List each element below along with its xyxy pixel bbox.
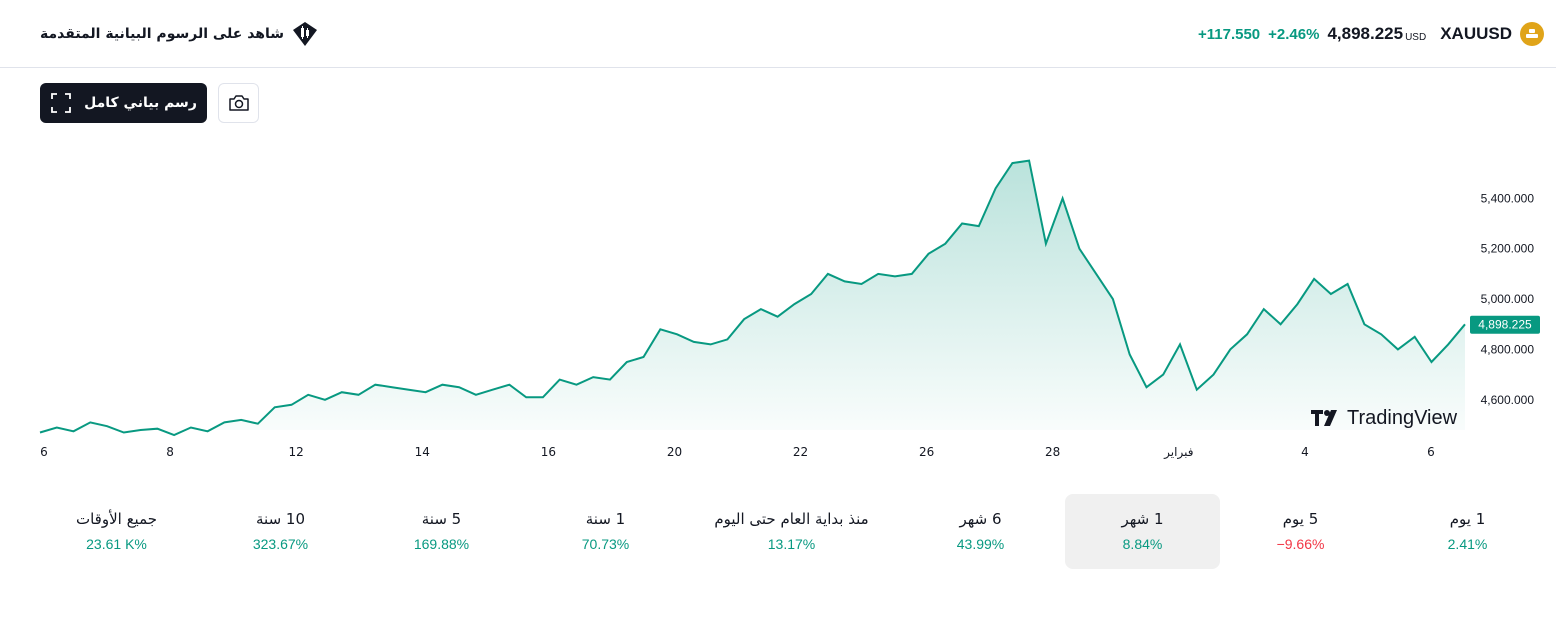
period-tab[interactable]: 1 شهر 8.84%: [1065, 494, 1220, 569]
period-label: 1 يوم: [1449, 510, 1486, 528]
period-tab[interactable]: 1 سنة 70.73%: [528, 494, 683, 569]
x-tick-label: 4: [1301, 445, 1309, 459]
period-tab[interactable]: منذ بداية العام حتى اليوم 13.17%: [714, 494, 869, 569]
x-tick-label: 8: [166, 445, 174, 459]
last-price: 4,898.225: [1327, 24, 1404, 43]
screenshot-button[interactable]: [218, 83, 259, 123]
price-area: [40, 160, 1465, 435]
price-chart[interactable]: 5,400.000 5,200.000 5,000.000 4,800.000 4,60…: [0, 130, 1556, 475]
last-price-tag: 4,898.225: [1470, 315, 1540, 334]
symbol-info: XAUUSD USD 4,898.225 +2.46% +117.550: [1198, 21, 1544, 47]
period-change: 169.88%: [413, 536, 470, 552]
x-tick-label: 14: [415, 445, 430, 459]
period-tab[interactable]: 5 سنة 169.88%: [364, 494, 519, 569]
period-label: 5 سنة: [421, 510, 462, 528]
tradingview-watermark: TradingView: [1347, 407, 1458, 429]
period-tab[interactable]: 5 يوم −9.66%: [1223, 494, 1378, 569]
period-change: −9.66%: [1276, 536, 1325, 552]
y-tick-label: 4,800.000: [1481, 342, 1535, 356]
period-label: منذ بداية العام حتى اليوم: [714, 510, 869, 528]
fullscreen-icon: [51, 93, 72, 113]
x-tick-label: 16: [541, 445, 556, 459]
period-change: 70.73%: [581, 536, 630, 552]
period-label: 1 سنة: [585, 510, 626, 528]
x-tick-label: 6: [1427, 445, 1435, 459]
y-tick-label: 5,200.000: [1481, 242, 1535, 256]
advanced-charts-label[interactable]: شاهد على الرسوم البيانية المتقدمة: [40, 26, 285, 42]
period-change: 2.41%: [1447, 536, 1488, 552]
period-label: جميع الأوقات: [75, 510, 158, 528]
period-change: 323.67%: [252, 536, 309, 552]
period-label: 6 شهر: [959, 510, 1002, 528]
price-line: [39, 159, 1466, 437]
period-change: 43.99%: [956, 536, 1005, 552]
full-chart-button[interactable]: رسم بياني كامل: [40, 83, 207, 123]
y-tick-label: 4,600.000: [1481, 393, 1535, 407]
x-tick-label: 28: [1045, 445, 1060, 459]
period-performance: 1 يوم 2.41% 5 يوم −9.66% 1 شهر 8.84% 6 شهر 43.9…: [0, 494, 1556, 570]
x-tick-label: فبراير: [1163, 445, 1193, 460]
period-change: 8.84%: [1122, 536, 1163, 552]
x-tick-label: 20: [667, 445, 682, 459]
period-tab[interactable]: 10 سنة 323.67%: [203, 494, 358, 569]
change-absolute: +117.550: [1197, 25, 1261, 43]
period-change: 13.17%: [767, 536, 816, 552]
advanced-charts-link[interactable]: شاهد على الرسوم البيانية المتقدمة: [40, 21, 318, 47]
x-tick-label: 6: [40, 445, 48, 459]
tradingview-logo-icon: TradingView: [1311, 407, 1458, 429]
svg-text:4,898.225: 4,898.225: [1478, 318, 1532, 332]
period-change: 23.61 K%: [86, 536, 147, 552]
period-label: 1 شهر: [1121, 510, 1164, 528]
period-tab[interactable]: جميع الأوقات 23.61 K%: [39, 494, 194, 569]
symbol-name[interactable]: XAUUSD: [1440, 24, 1512, 43]
candlestick-icon: [293, 22, 318, 46]
header: XAUUSD USD 4,898.225 +2.46% +117.550 شاه…: [0, 0, 1556, 68]
change-percent: +2.46%: [1268, 25, 1320, 43]
gold-coin-icon: [1520, 22, 1544, 46]
full-chart-label: رسم بياني كامل: [84, 95, 197, 111]
y-tick-label: 5,000.000: [1481, 292, 1535, 306]
x-tick-label: 22: [793, 445, 808, 459]
camera-icon: [228, 95, 249, 111]
period-label: 10 سنة: [256, 510, 305, 528]
period-tab[interactable]: 6 شهر 43.99%: [903, 494, 1058, 569]
period-tab[interactable]: 1 يوم 2.41%: [1390, 494, 1545, 569]
y-tick-label: 5,400.000: [1481, 191, 1535, 205]
x-tick-label: 26: [919, 445, 934, 459]
x-tick-label: 12: [289, 445, 304, 459]
period-label: 5 يوم: [1282, 510, 1319, 528]
currency-label: USD: [1405, 31, 1427, 43]
